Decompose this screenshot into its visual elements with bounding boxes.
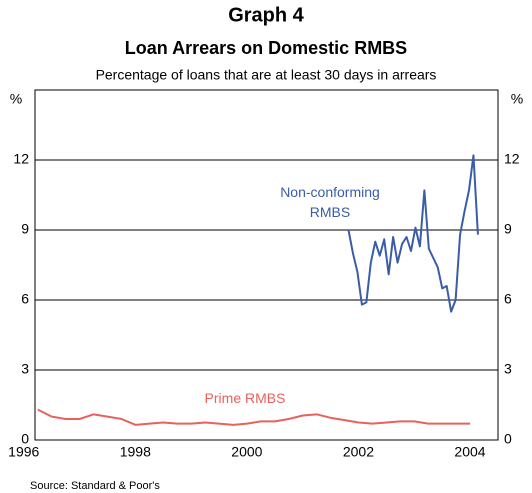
y-tick-label: 12: [13, 151, 29, 167]
y-tick-label: 6: [21, 291, 29, 307]
y2-tick-label: 6: [504, 291, 512, 307]
y-tick-label: 9: [21, 221, 29, 237]
x-tick-label: 2004: [454, 444, 485, 460]
series-line: [347, 154, 479, 313]
y2-tick-label: 3: [504, 361, 512, 377]
y2-tick-label: 9: [504, 221, 512, 237]
chart-note: Percentage of loans that are at least 30…: [96, 67, 437, 83]
y2-tick-label: 12: [504, 151, 520, 167]
y2-tick-label: 0: [504, 431, 512, 447]
plot-frame: [34, 89, 499, 441]
y-tick-label: 0: [21, 431, 29, 447]
chart-title: Graph 4: [228, 4, 304, 26]
series-label: Non-conforming RMBS: [280, 184, 380, 220]
y-unit: %: [10, 91, 22, 107]
y-tick-label: 3: [21, 361, 29, 377]
chart-subtitle: Loan Arrears on Domestic RMBS: [125, 38, 407, 58]
y2-unit: %: [511, 91, 523, 107]
x-tick-label: 1996: [8, 444, 39, 460]
series-label: Prime RMBS: [204, 390, 286, 406]
source: Source: Standard & Poor's: [30, 480, 160, 492]
series-line: [37, 408, 471, 426]
x-tick-label: 1998: [120, 444, 151, 460]
x-tick-label: 2002: [343, 444, 374, 460]
x-tick-label: 2000: [231, 444, 262, 460]
